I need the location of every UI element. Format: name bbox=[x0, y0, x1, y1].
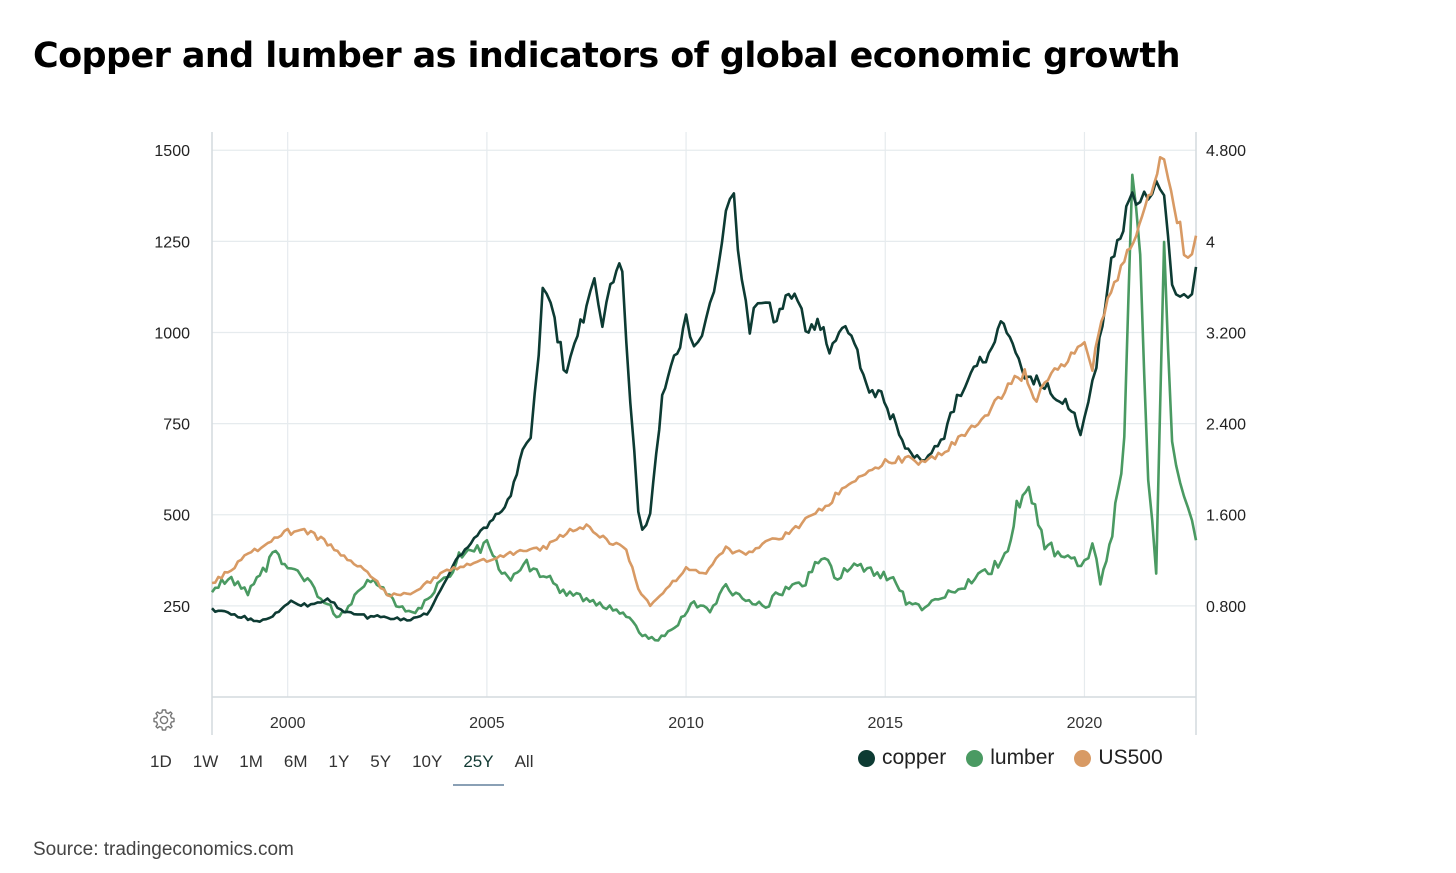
right-axis: 0.800 1.600 2.400 3.200 4 4.800 bbox=[1206, 143, 1246, 616]
plot-area bbox=[210, 156, 1198, 642]
legend-label-lumber: lumber bbox=[990, 746, 1055, 769]
x-tick-label: 2010 bbox=[668, 715, 704, 732]
series-line-us500 bbox=[211, 156, 1198, 608]
right-tick-label: 1.600 bbox=[1206, 508, 1246, 525]
series-line-copper bbox=[211, 179, 1198, 623]
left-tick-label: 250 bbox=[163, 599, 190, 616]
series-line-lumber bbox=[210, 173, 1198, 642]
range-button-all[interactable]: All bbox=[514, 752, 534, 771]
left-tick-label: 1250 bbox=[154, 234, 190, 251]
legend-label-us500: US500 bbox=[1098, 746, 1163, 769]
range-selector: 1D 1W 1M 6M 1Y 5Y 10Y 25Y All bbox=[150, 752, 554, 786]
range-button-6m[interactable]: 6M bbox=[283, 752, 308, 771]
left-tick-label: 1000 bbox=[154, 325, 190, 342]
left-tick-label: 500 bbox=[163, 508, 190, 525]
legend-swatch-lumber bbox=[966, 749, 984, 767]
x-tick-label: 2005 bbox=[469, 715, 505, 732]
chart-title: Copper and lumber as indicators of globa… bbox=[33, 36, 1180, 76]
left-tick-label: 1500 bbox=[154, 143, 190, 160]
right-tick-label: 0.800 bbox=[1206, 599, 1246, 616]
range-button-5y[interactable]: 5Y bbox=[370, 752, 392, 771]
right-tick-label: 3.200 bbox=[1206, 325, 1246, 342]
x-tick-label: 2020 bbox=[1067, 715, 1103, 732]
legend-swatch-copper bbox=[858, 749, 875, 767]
grid-lines bbox=[211, 132, 1197, 735]
legend-item-us500[interactable]: US500 bbox=[1074, 746, 1163, 770]
legend-item-lumber[interactable]: lumber bbox=[966, 746, 1054, 770]
gear-icon[interactable] bbox=[152, 708, 176, 732]
right-tick-label: 4.800 bbox=[1206, 143, 1246, 160]
x-axis: 2000 2005 2010 2015 2020 bbox=[270, 715, 1102, 732]
legend-item-copper[interactable]: copper bbox=[858, 746, 946, 770]
right-tick-label: 2.400 bbox=[1206, 417, 1246, 434]
left-tick-label: 750 bbox=[163, 417, 190, 434]
range-button-25y[interactable]: 25Y bbox=[453, 752, 504, 786]
chart-legend: copper lumber US500 bbox=[858, 746, 1183, 770]
range-button-1m[interactable]: 1M bbox=[239, 752, 263, 771]
range-button-1d[interactable]: 1D bbox=[150, 752, 172, 771]
range-button-1w[interactable]: 1W bbox=[192, 752, 219, 771]
range-button-10y[interactable]: 10Y bbox=[412, 752, 443, 771]
range-button-1y[interactable]: 1Y bbox=[328, 752, 350, 771]
source-note: Source: tradingeconomics.com bbox=[33, 839, 294, 860]
left-axis: 250 500 750 1000 1250 1500 bbox=[154, 143, 190, 616]
legend-swatch-us500 bbox=[1074, 749, 1092, 767]
x-tick-label: 2015 bbox=[867, 715, 903, 732]
right-tick-label: 4 bbox=[1206, 234, 1215, 251]
x-tick-label: 2000 bbox=[270, 715, 306, 732]
legend-label-copper: copper bbox=[882, 746, 947, 769]
line-chart: 250 500 750 1000 1250 1500 0.800 1.600 2.400 3.2… bbox=[154, 132, 1246, 735]
